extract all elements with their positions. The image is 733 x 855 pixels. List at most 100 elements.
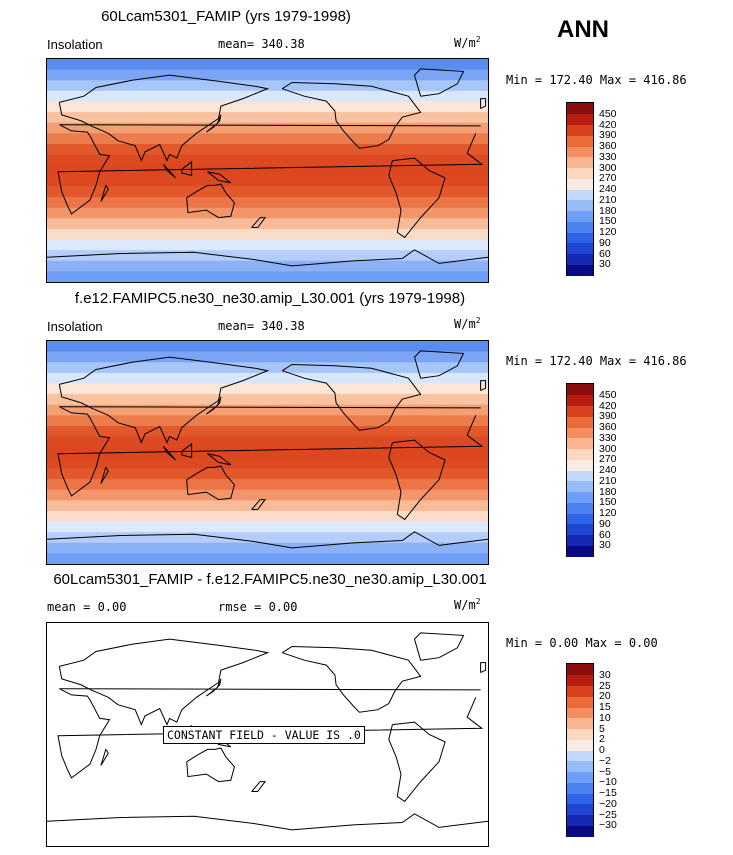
latitude-band bbox=[47, 165, 488, 177]
colorbar-swatch bbox=[567, 793, 593, 805]
panel-1-variable-label: Insolation bbox=[47, 37, 103, 52]
colorbar-swatch bbox=[567, 470, 593, 482]
colorbar-swatch bbox=[567, 480, 593, 492]
colorbar-tick-label: 30 bbox=[599, 668, 611, 681]
colorbar-tick-label: 210 bbox=[599, 193, 617, 206]
colorbar-swatch bbox=[567, 739, 593, 751]
coastline bbox=[181, 442, 193, 459]
latitude-band bbox=[47, 250, 488, 262]
colorbar-swatch bbox=[567, 427, 593, 439]
colorbar-swatch bbox=[567, 782, 593, 794]
colorbar-tick-label: 15 bbox=[599, 701, 611, 713]
colorbar-tick-label: 0 bbox=[599, 744, 605, 756]
panel-2-colorbar bbox=[566, 383, 594, 557]
colorbar-tick-label: −20 bbox=[599, 797, 617, 810]
colorbar-swatch bbox=[567, 534, 593, 546]
latitude-band bbox=[47, 154, 488, 166]
colorbar-tick-label: −10 bbox=[599, 776, 617, 789]
coastline bbox=[251, 217, 267, 228]
colorbar-swatch bbox=[567, 167, 593, 179]
latitude-band bbox=[47, 69, 488, 81]
coastline bbox=[57, 406, 484, 497]
colorbar-swatch bbox=[567, 199, 593, 211]
colorbar-swatch bbox=[567, 437, 593, 449]
panel-2-map bbox=[46, 340, 489, 565]
coastline bbox=[480, 662, 487, 674]
coastline bbox=[162, 163, 176, 179]
latitude-band bbox=[47, 122, 488, 134]
colorbar-swatch bbox=[567, 416, 593, 428]
colorbar-swatch bbox=[567, 264, 593, 276]
colorbar-tick-label: 450 bbox=[599, 107, 617, 120]
colorbar-tick-label: 450 bbox=[599, 388, 617, 401]
latitude-band bbox=[47, 341, 488, 353]
colorbar-tick-label: 60 bbox=[599, 528, 611, 541]
colorbar-tick-label: −15 bbox=[599, 787, 617, 799]
colorbar-tick-label: 390 bbox=[599, 410, 617, 423]
colorbar-tick-label: 5 bbox=[599, 722, 605, 735]
coastline bbox=[388, 439, 446, 521]
coastline bbox=[413, 350, 465, 379]
latitude-band bbox=[47, 218, 488, 230]
latitude-band bbox=[47, 351, 488, 363]
colorbar-tick-label: 420 bbox=[599, 118, 617, 131]
colorbar-tick-label: 120 bbox=[599, 226, 617, 238]
panel-2-title: f.e12.FAMIPC5.ne30_ne30.amip_L30.001 (yr… bbox=[74, 290, 466, 307]
colorbar-swatch bbox=[567, 210, 593, 222]
coastline bbox=[100, 184, 109, 202]
latitude-band bbox=[47, 394, 488, 406]
latitude-band bbox=[47, 197, 488, 209]
panel-1-title: 60Lcam5301_FAMIP (yrs 1979-1998) bbox=[101, 8, 351, 25]
colorbar-swatch bbox=[567, 189, 593, 201]
colorbar-tick-label: 300 bbox=[599, 442, 617, 455]
coastline bbox=[100, 748, 109, 766]
latitude-band bbox=[47, 186, 488, 198]
colorbar-tick-label: 270 bbox=[599, 172, 617, 185]
latitude-band bbox=[47, 468, 488, 480]
colorbar-tick-label: 20 bbox=[599, 690, 611, 703]
latitude-band bbox=[47, 271, 488, 282]
colorbar-swatch bbox=[567, 135, 593, 147]
panel-2-units: W/m2 bbox=[454, 316, 481, 331]
colorbar-swatch bbox=[567, 113, 593, 125]
latitude-band bbox=[47, 362, 488, 374]
latitude-band bbox=[47, 479, 488, 491]
coastline bbox=[281, 645, 422, 713]
panel-3-units: W/m2 bbox=[454, 597, 481, 612]
coastline bbox=[413, 632, 465, 661]
latitude-band bbox=[47, 59, 488, 71]
latitude-band bbox=[47, 112, 488, 124]
colorbar-swatch bbox=[567, 146, 593, 158]
colorbar-swatch bbox=[567, 459, 593, 471]
colorbar-tick-label: 120 bbox=[599, 507, 617, 519]
colorbar-tick-label: 25 bbox=[599, 679, 611, 692]
panel-1-units: W/m2 bbox=[454, 35, 481, 50]
panel-2-variable-label: Insolation bbox=[47, 319, 103, 334]
latitude-band bbox=[47, 143, 488, 156]
colorbar-swatch bbox=[567, 405, 593, 417]
coastline bbox=[251, 499, 267, 510]
colorbar-swatch bbox=[567, 394, 593, 406]
latitude-band bbox=[47, 404, 488, 416]
coastline bbox=[281, 81, 422, 149]
colorbar-swatch bbox=[567, 513, 593, 525]
coastline bbox=[47, 813, 488, 831]
panel-2-mean: mean= 340.38 bbox=[218, 319, 305, 333]
latitude-band bbox=[47, 239, 488, 251]
coastline bbox=[480, 98, 487, 110]
colorbar-tick-label: 180 bbox=[599, 204, 617, 217]
coastline bbox=[57, 124, 484, 215]
colorbar-tick-label: −30 bbox=[599, 819, 617, 832]
colorbar-swatch bbox=[567, 384, 593, 396]
panel-1-map bbox=[46, 58, 489, 283]
latitude-band bbox=[47, 510, 488, 523]
colorbar-tick-label: 210 bbox=[599, 474, 617, 487]
colorbar-swatch bbox=[567, 103, 593, 115]
panel-3-minmax: Min = 0.00 Max = 0.00 bbox=[506, 636, 658, 650]
latitude-band bbox=[47, 101, 488, 113]
colorbar-tick-label: 60 bbox=[599, 247, 611, 260]
colorbar-tick-label: −2 bbox=[599, 754, 611, 767]
latitude-band bbox=[47, 372, 488, 385]
coastline bbox=[181, 160, 193, 177]
colorbar-tick-label: 150 bbox=[599, 215, 617, 228]
